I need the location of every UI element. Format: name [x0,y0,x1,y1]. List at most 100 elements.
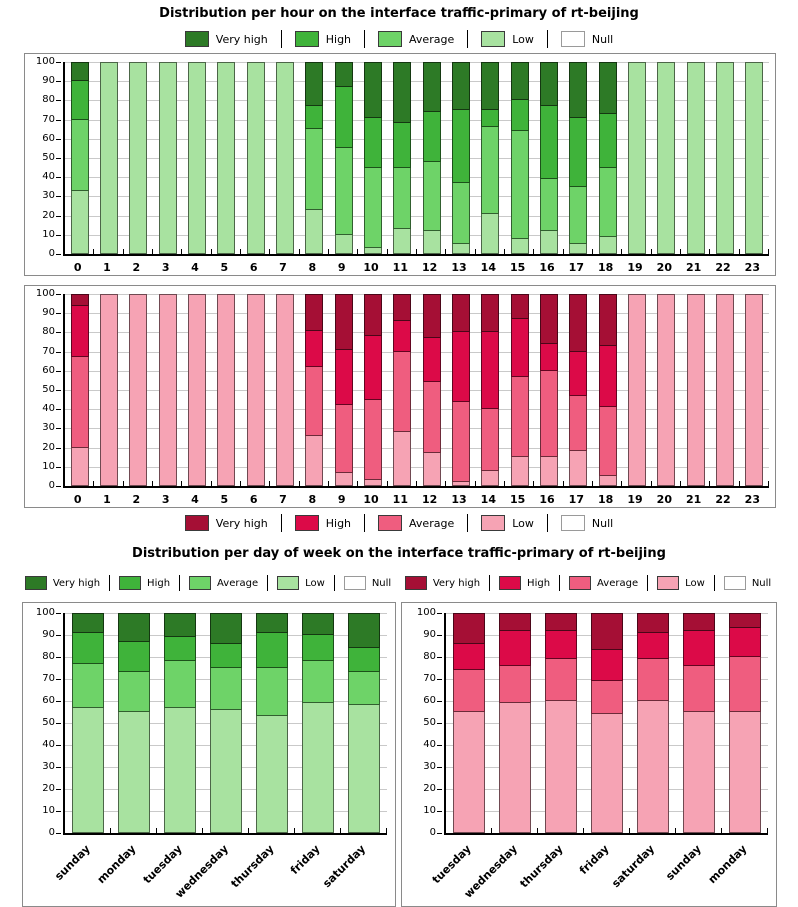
x-category-label: 17 [568,261,584,274]
segment-low [158,294,177,486]
segment-average [305,129,324,210]
stacked-bar-wednesday [209,613,243,833]
segment-low [598,236,617,254]
y-tick-label: 20 [42,209,55,221]
x-category-label: 20 [656,261,672,274]
legend-divider [546,514,548,532]
y-tick-label: 70 [42,345,55,357]
x-category-label: 11 [392,261,408,274]
stacked-bar-19 [627,62,647,254]
y-tick [56,158,61,159]
gridline [65,466,769,468]
segment-very-high [481,62,500,111]
segment-low [117,712,151,833]
legend-label: Average [409,516,455,530]
high-swatch [499,576,522,590]
x-tick [675,828,676,833]
segment-very-high [636,613,670,633]
y-tick [56,332,61,334]
segment-very-high [347,613,381,649]
segment-very-high [539,62,559,107]
segment-low [686,294,705,486]
legend-divider [179,575,181,591]
y-tick [56,234,61,236]
x-category-label: 16 [539,493,555,506]
y-tick [56,613,61,614]
x-tick [504,481,505,486]
stacked-bar-tuesday [163,613,197,833]
x-tick [629,828,630,833]
x-tick [152,249,153,254]
x-tick [445,481,446,486]
x-category-label: monday [94,842,139,887]
segment-low [451,244,471,254]
legend-item-high: High [294,515,351,531]
average-swatch [378,515,403,531]
x-tick [93,249,94,254]
legend-divider [467,514,469,532]
y-tick [56,767,61,768]
legend-label: Very high [215,32,268,46]
x-category-label: 14 [480,261,496,274]
y-tick-label: 70 [42,673,55,684]
segment-high [422,338,441,383]
segment-high [539,343,559,371]
legend-item-high: High [294,31,351,47]
segment-high [301,635,335,662]
low-swatch [481,31,506,47]
segment-low [481,470,500,486]
y-tick-label: 90 [423,629,436,640]
x-category-label: 23 [744,261,760,274]
segment-low [129,294,148,486]
segment-high [70,305,89,358]
stacked-bar-0 [70,62,89,254]
y-tick-label: 100 [416,607,436,618]
y-tick [437,723,442,724]
segment-very-high [363,62,383,118]
y-tick-label: 50 [423,717,436,728]
gridline [65,100,769,102]
y-tick [437,811,442,812]
x-tick [181,249,182,254]
segment-average [569,395,588,452]
x-category-label: 12 [422,493,438,506]
segment-average [539,179,559,231]
stacked-bar-7 [275,62,295,254]
x-category-label: 5 [220,493,229,506]
hourly-red-legend: Very high High Average Low Null [0,513,798,533]
segment-very-high [590,613,624,651]
segment-average [209,668,243,710]
segment-average [393,167,412,230]
x-tick [445,249,446,254]
stacked-bar-8 [305,294,324,486]
segment-average [363,399,383,481]
stacked-bar-5 [217,294,236,486]
stacked-bar-23 [745,294,764,486]
x-tick [64,249,65,254]
segment-low [544,701,578,833]
y-tick [56,81,61,83]
legend-item-very-high: Very high [184,515,268,531]
x-category-label: 22 [715,261,731,274]
x-category-label: 0 [73,493,82,506]
y-tick [56,196,61,198]
x-category-label: sunday [662,842,704,883]
x-category-label: sunday [51,842,93,883]
null-swatch [343,576,366,590]
segment-average [636,659,670,701]
gridline [65,313,769,315]
segment-low [246,62,265,254]
segment-high [363,336,383,400]
stacked-bar-6 [246,62,265,254]
stacked-bar-saturday [636,613,670,833]
stacked-bar-monday [728,613,762,833]
stacked-bar-21 [686,62,705,254]
segment-low [187,62,207,254]
y-tick [437,679,442,680]
gridline [65,294,769,295]
stacked-bar-sunday [682,613,716,833]
segment-low [209,709,243,833]
segment-very-high [71,613,105,633]
stacked-bar-17 [569,62,588,254]
y-tick [437,635,442,636]
